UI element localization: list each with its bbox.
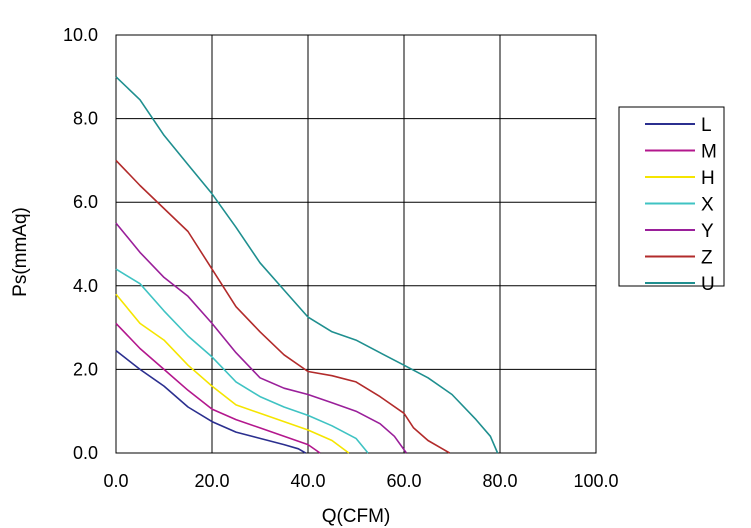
x-axis-label: Q(CFM): [322, 506, 391, 527]
series-line-u: [115, 76, 499, 454]
y-tick-label: 0.0: [73, 443, 98, 463]
series-line-m: [115, 322, 321, 454]
series-line-y: [115, 222, 408, 454]
legend-label-u: U: [701, 274, 715, 295]
legend-label-m: M: [701, 142, 717, 163]
legend-label-y: Y: [701, 221, 714, 242]
series-layer: [115, 76, 499, 454]
y-tick-label: 8.0: [73, 109, 98, 129]
series-line-h: [115, 293, 350, 454]
x-tick-label: 100.0: [573, 471, 618, 491]
y-axis-ticks: 0.0 2.0 4.0 6.0 8.0 10.0: [63, 25, 98, 463]
legend-label-l: L: [701, 115, 712, 136]
x-tick-label: 0.0: [103, 471, 128, 491]
x-tick-label: 60.0: [386, 471, 421, 491]
plot-area: [115, 34, 597, 454]
y-tick-label: 4.0: [73, 276, 98, 296]
legend-label-z: Z: [701, 248, 713, 269]
x-tick-label: 40.0: [290, 471, 325, 491]
y-axis-label: Ps(mmAq): [10, 207, 31, 297]
y-tick-label: 2.0: [73, 359, 98, 379]
x-tick-label: 80.0: [482, 471, 517, 491]
legend-label-h: H: [701, 168, 715, 189]
y-tick-label: 6.0: [73, 192, 98, 212]
legend-label-x: X: [701, 195, 714, 216]
x-tick-label: 20.0: [194, 471, 229, 491]
y-tick-label: 10.0: [63, 25, 98, 45]
series-line-z: [115, 159, 451, 454]
series-line-l: [115, 349, 307, 454]
x-axis-ticks: 0.0 20.0 40.0 60.0 80.0 100.0: [103, 471, 618, 491]
series-line-x: [115, 268, 369, 454]
